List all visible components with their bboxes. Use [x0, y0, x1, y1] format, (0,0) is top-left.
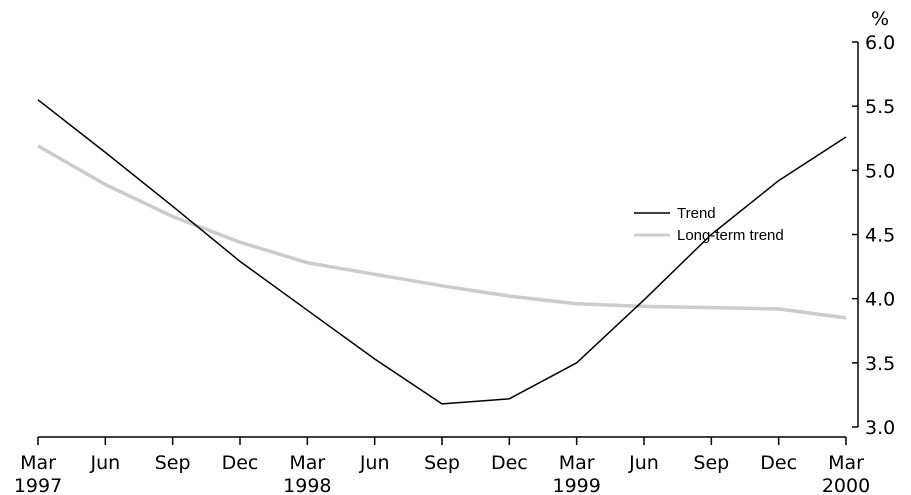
- x-tick-label: Sep: [424, 452, 460, 474]
- x-tick-label: Dec: [222, 452, 259, 474]
- y-tick-label: 3.5: [865, 353, 895, 375]
- x-year-label: 1997: [14, 475, 62, 495]
- series-line-trend: [37, 99, 847, 405]
- x-tick-label: Mar: [828, 452, 864, 474]
- y-axis-unit-label: %: [871, 8, 889, 30]
- x-tick-label: Mar: [20, 452, 56, 474]
- x-tick-label: Sep: [155, 452, 191, 474]
- x-tick-label: Mar: [289, 452, 325, 474]
- x-tick-label: Jun: [359, 452, 390, 474]
- y-tick-label: 4.5: [865, 225, 895, 247]
- x-tick-label: Jun: [628, 452, 659, 474]
- legend-label-trend: Trend: [677, 205, 716, 222]
- legend-label-long-term-trend: Long-term trend: [677, 227, 784, 244]
- y-tick-label: 5.0: [865, 160, 895, 182]
- x-tick-label: Mar: [559, 452, 595, 474]
- x-tick-label: Jun: [89, 452, 120, 474]
- y-tick-label: 4.0: [865, 289, 895, 311]
- y-tick-label: 6.0: [865, 32, 895, 54]
- y-tick-label: 3.0: [865, 417, 895, 439]
- x-year-label: 1998: [283, 475, 331, 495]
- x-tick-label: Sep: [693, 452, 729, 474]
- series-line-long-term-trend: [37, 144, 847, 320]
- x-year-label: 2000: [822, 475, 870, 495]
- axes: 3.0 3.5 4.0 4.5 5.0 5.5 6.0% Mar Jun Sep Dec Mar Jun…: [14, 8, 895, 495]
- legend: Trend Long-term trend: [634, 205, 784, 244]
- x-year-label: 1999: [552, 475, 600, 495]
- y-tick-label: 5.5: [865, 96, 895, 118]
- x-tick-label: Dec: [760, 452, 797, 474]
- series-layer: [37, 99, 847, 405]
- x-tick-label: Dec: [491, 452, 528, 474]
